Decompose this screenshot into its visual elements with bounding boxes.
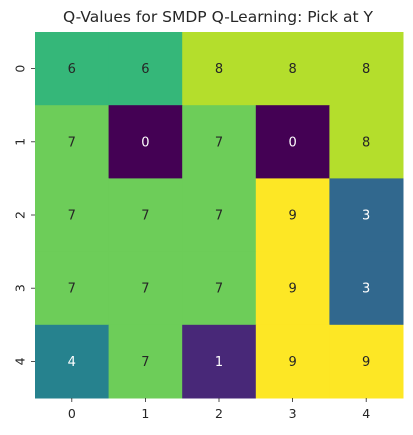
heatmap-cell-r1-c0: [35, 105, 110, 179]
cell-value-r0-c2: 8: [215, 62, 223, 77]
heatmap-cell-r3-c2: [182, 251, 257, 326]
heatmap-cells: [35, 32, 404, 399]
heatmap-cell-r4-c1: [108, 324, 183, 399]
heatmap-cell-r2-c3: [255, 178, 330, 253]
cell-value-r4-c1: 7: [141, 355, 149, 370]
y-axis: 0 1 2 3 4: [13, 65, 35, 365]
cell-value-r4-c2: 1: [215, 355, 223, 370]
cell-value-r1-c0: 7: [68, 135, 76, 150]
heatmap-cell-r3-c3: [255, 251, 330, 326]
cell-value-r2-c0: 7: [68, 209, 76, 224]
heatmap-cell-r3-c4: [329, 251, 404, 326]
y-tick-label-2: 2: [13, 211, 28, 219]
heatmap-cell-r0-c0: [35, 32, 110, 106]
heatmap-cell-r0-c1: [108, 32, 183, 106]
cell-value-r1-c3: 0: [288, 135, 296, 150]
cell-value-r4-c0: 4: [68, 355, 76, 370]
cell-value-r4-c4: 9: [362, 355, 370, 370]
x-tick-label-0: 0: [68, 406, 76, 421]
heatmap-cell-labels: 6 6 8 8 8 7 0 7 0 8 7 7 7 9 3 7 7 7 9 3 4 7 1 9 9: [68, 62, 371, 370]
cell-value-r0-c3: 8: [288, 62, 296, 77]
cell-value-r3-c4: 3: [362, 282, 370, 297]
heatmap-cell-r1-c3: [255, 105, 330, 179]
heatmap-cell-r2-c1: [108, 178, 183, 253]
cell-value-r1-c4: 8: [362, 135, 370, 150]
cell-value-r2-c3: 9: [288, 209, 296, 224]
cell-value-r3-c1: 7: [141, 282, 149, 297]
x-tick-label-3: 3: [289, 406, 297, 421]
heatmap-cell-r1-c1: [108, 105, 183, 179]
heatmap-cell-r3-c0: [35, 251, 110, 326]
x-tick-label-1: 1: [141, 406, 149, 421]
cell-value-r4-c3: 9: [288, 355, 296, 370]
cell-value-r0-c0: 6: [68, 62, 76, 77]
x-tick-label-2: 2: [215, 406, 223, 421]
cell-value-r0-c4: 8: [362, 62, 370, 77]
cell-value-r2-c1: 7: [141, 209, 149, 224]
heatmap-cell-r2-c2: [182, 178, 257, 253]
y-tick-label-3: 3: [13, 284, 28, 292]
heatmap-cell-r3-c1: [108, 251, 183, 326]
x-axis: 0 1 2 3 4: [68, 398, 370, 421]
x-tick-label-4: 4: [362, 406, 370, 421]
heatmap-cell-r0-c3: [255, 32, 330, 106]
heatmap-cell-r0-c2: [182, 32, 257, 106]
cell-value-r1-c1: 0: [141, 135, 149, 150]
y-tick-label-1: 1: [13, 138, 28, 146]
heatmap-cell-r2-c4: [329, 178, 404, 253]
y-tick-label-4: 4: [13, 357, 28, 365]
cell-value-r2-c4: 3: [362, 209, 370, 224]
heatmap-cell-r1-c2: [182, 105, 257, 179]
cell-value-r2-c2: 7: [215, 209, 223, 224]
cell-value-r1-c2: 7: [215, 135, 223, 150]
cell-value-r3-c0: 7: [68, 282, 76, 297]
heatmap-cell-r0-c4: [329, 32, 404, 106]
heatmap-cell-r4-c4: [329, 324, 404, 399]
heatmap-cell-r4-c3: [255, 324, 330, 399]
y-tick-label-0: 0: [13, 65, 28, 73]
heatmap-cell-r4-c2: [182, 324, 257, 399]
heatmap-cell-r2-c0: [35, 178, 110, 253]
cell-value-r0-c1: 6: [141, 62, 149, 77]
heatmap-cell-r4-c0: [35, 324, 110, 399]
chart-title: Q-Values for SMDP Q-Learning: Pick at Y: [63, 8, 373, 26]
cell-value-r3-c3: 9: [288, 282, 296, 297]
cell-value-r3-c2: 7: [215, 282, 223, 297]
heatmap-cell-r1-c4: [329, 105, 404, 179]
